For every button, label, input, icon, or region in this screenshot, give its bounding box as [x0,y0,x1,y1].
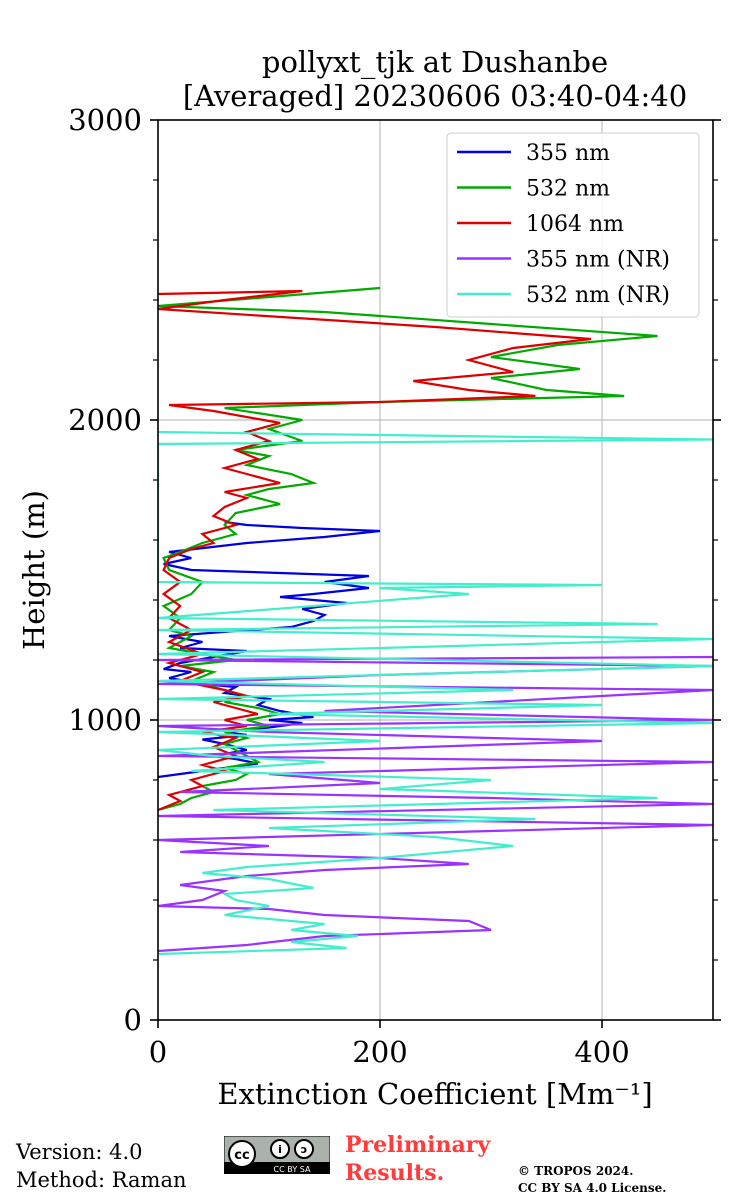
data-series [158,286,713,956]
plot-frame [157,119,714,1021]
svg-text:i: i [278,1143,282,1156]
legend-box [446,132,700,318]
license-line: CC BY SA 4.0 License. [518,1181,667,1195]
svg-text:ↄ: ↄ [301,1143,308,1156]
x-tick-label: 400 [574,1035,629,1069]
y-axis-label: Height (m) [17,490,51,650]
y-tick-label: 1000 [68,703,142,737]
series-line-1064-nm [158,289,592,812]
cc-badge-text: CC BY SA [274,1165,311,1174]
legend-label: 532 nm [526,177,610,202]
version-label: Version: 4.0 [16,1140,143,1164]
chart-title-line1: pollyxt_tjk at Dushanbe [262,45,608,80]
copyright-line: © TROPOS 2024. [518,1164,634,1178]
preliminary-label: Preliminary [345,1132,491,1158]
legend-label: 1064 nm [526,212,624,237]
y-tick-label: 0 [124,1003,142,1037]
legend-label: 355 nm (NR) [526,248,670,273]
method-label: Method: Raman [16,1168,187,1192]
legend-label: 532 nm (NR) [526,283,670,308]
x-tick-label: 200 [352,1035,407,1069]
legend: 355 nm 532 nm 1064 nm 355 nm (NR) 532 nm (NR… [446,132,700,318]
cc-license-badge: cc i ↄ CC BY SA [224,1136,330,1174]
legend-label: 355 nm [526,141,610,166]
series-line-532-nm-nr- [158,430,713,956]
x-axis-label: Extinction Coefficient [Mm⁻¹] [217,1077,652,1111]
axis-ticks: 0 200 400 0 1000 2000 3000 [68,103,721,1069]
y-tick-label: 2000 [68,403,142,437]
y-tick-label: 3000 [68,103,142,137]
x-tick-label: 0 [149,1035,167,1069]
svg-text:cc: cc [234,1148,249,1163]
preliminary-label-line2: Results. [345,1160,445,1186]
chart-title-line2: [Averaged] 20230606 03:40-04:40 [183,79,687,113]
series-line-355-nm-nr- [158,655,713,953]
